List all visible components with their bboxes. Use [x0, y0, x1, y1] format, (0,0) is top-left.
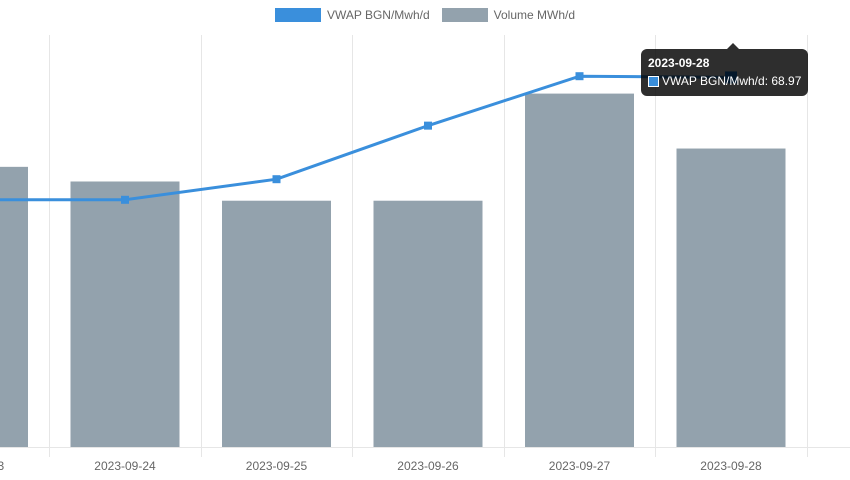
chart-tooltip: 2023-09-28 VWAP BGN/Mwh/d: 68.97	[641, 43, 809, 96]
volume-bars	[0, 93, 786, 448]
legend-swatch-vwap	[274, 8, 321, 22]
legend-label-volume: Volume MWh/d	[493, 8, 576, 22]
legend-item-volume[interactable]: Volume MWh/d	[441, 8, 576, 22]
vwap-point	[424, 121, 432, 130]
legend-item-vwap[interactable]: VWAP BGN/Mwh/d	[274, 8, 430, 22]
vwap-point	[272, 175, 281, 184]
x-tick-label: 2023-09-23	[0, 459, 5, 473]
x-tick-label: 2023-09-26	[397, 459, 459, 473]
vwap-point	[121, 195, 129, 204]
gridlines	[0, 35, 850, 457]
volume-bar	[0, 166, 28, 447]
vwap-point	[575, 72, 584, 81]
legend-label-vwap: VWAP BGN/Mwh/d	[326, 8, 430, 22]
volume-bar	[70, 181, 180, 447]
tooltip-row: VWAP BGN/Mwh/d: 68.97	[648, 72, 801, 90]
volume-bar	[676, 148, 786, 448]
x-tick-label: 2023-09-25	[246, 459, 308, 473]
volume-bar	[525, 93, 634, 448]
x-tick-label: 2023-09-24	[94, 459, 156, 473]
chart-legend: VWAP BGN/Mwh/d Volume MWh/d	[0, 8, 850, 22]
x-axis-labels: 2023-09-23 2023-09-24 2023-09-25 2023-09-26…	[0, 459, 762, 473]
tooltip-label: VWAP BGN/Mwh/d: 68.97	[662, 74, 802, 88]
x-tick-label: 2023-09-28	[700, 459, 762, 473]
volume-bar	[222, 200, 331, 447]
tooltip-title: 2023-09-28	[648, 56, 710, 70]
legend-swatch-volume	[441, 8, 488, 22]
x-tick-label: 2023-09-27	[549, 459, 611, 473]
tooltip-swatch	[648, 75, 659, 87]
volume-bar	[373, 200, 483, 447]
